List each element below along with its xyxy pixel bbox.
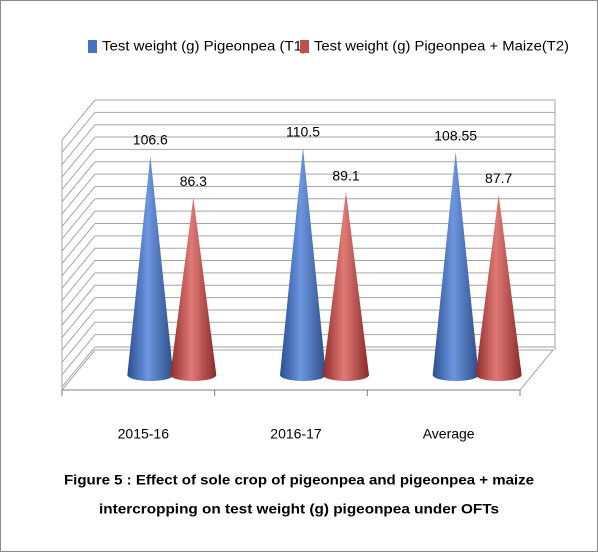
value-label: 108.55 [434,127,477,143]
grid-line [61,112,96,153]
grid-line [61,260,96,301]
value-label: 87.7 [485,170,512,186]
grid-line [61,321,96,363]
grid-line [61,223,96,264]
grid-line [61,297,96,338]
cone [170,197,217,381]
cone [432,151,479,381]
grid-line [61,124,96,166]
x-tick-label: 2015-16 [118,426,170,442]
value-label: 106.6 [133,131,168,147]
cone [475,194,522,382]
value-label: 86.3 [180,173,207,189]
grid-line [61,186,96,227]
grid-line [61,284,96,326]
grid-line [61,149,96,190]
caption: Figure 5 : Effect of sole crop of pigeon… [64,472,534,488]
grid-line [61,210,96,252]
x-tick-label: Average [423,426,475,442]
legend-swatch [300,40,309,53]
legend-swatch [88,40,97,53]
caption: intercropping on test weight (g) pigeonp… [99,501,499,517]
x-tick-label: 2016-17 [270,426,322,442]
grid-line [61,309,96,351]
grid-line [61,136,96,178]
cone [323,191,369,381]
grid-line [61,272,96,314]
cone [280,147,326,381]
grid-line [61,173,96,215]
grid-line [61,247,96,289]
grid-line [61,346,96,388]
grid-line [61,334,96,375]
cone [127,155,174,381]
value-label: 89.1 [332,167,359,183]
grid-line [61,161,96,203]
legend-label: Test weight (g) Pigeonpea (T1) [102,38,307,54]
grid-line [61,198,96,240]
grid-line [61,99,96,141]
grid-line [61,235,96,277]
legend-label: Test weight (g) Pigeonpea + Maize(T2) [314,38,569,54]
value-label: 110.5 [286,123,320,139]
